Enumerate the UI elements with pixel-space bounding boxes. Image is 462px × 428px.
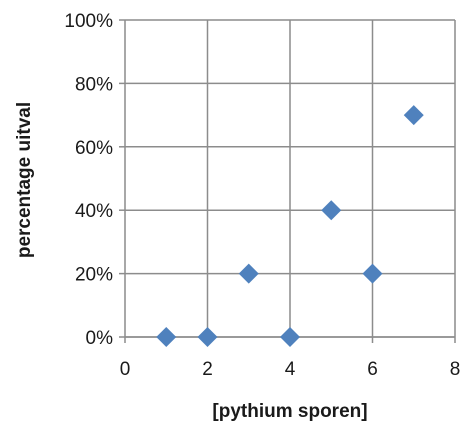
data-point	[321, 200, 342, 221]
x-tick-label: 6	[367, 359, 378, 380]
x-axis-title: [pythium sporen]	[212, 401, 367, 422]
data-point	[197, 327, 218, 347]
y-tick-label: 100%	[64, 11, 113, 32]
data-point	[238, 263, 259, 284]
data-point	[156, 327, 177, 347]
y-tick-label: 0%	[86, 328, 114, 349]
data-point	[403, 105, 424, 126]
x-tick-label: 0	[120, 359, 131, 380]
y-tick-label: 40%	[75, 201, 113, 222]
y-tick-labels: 0% 20% 40% 60% 80% 100%	[64, 11, 113, 349]
y-tick-label: 80%	[75, 74, 113, 95]
data-point	[362, 263, 383, 284]
y-tick-label: 60%	[75, 138, 113, 159]
data-points	[156, 105, 424, 347]
axes	[119, 19, 456, 343]
x-tick-label: 8	[450, 359, 461, 380]
x-tick-label: 2	[202, 359, 213, 380]
y-tick-label: 20%	[75, 265, 113, 286]
data-point	[280, 327, 300, 347]
grid-lines	[125, 19, 456, 338]
x-tick-label: 4	[285, 359, 296, 380]
y-axis-title: percentage uitval	[14, 102, 35, 258]
x-tick-labels: 0 2 4 6 8	[120, 359, 461, 380]
